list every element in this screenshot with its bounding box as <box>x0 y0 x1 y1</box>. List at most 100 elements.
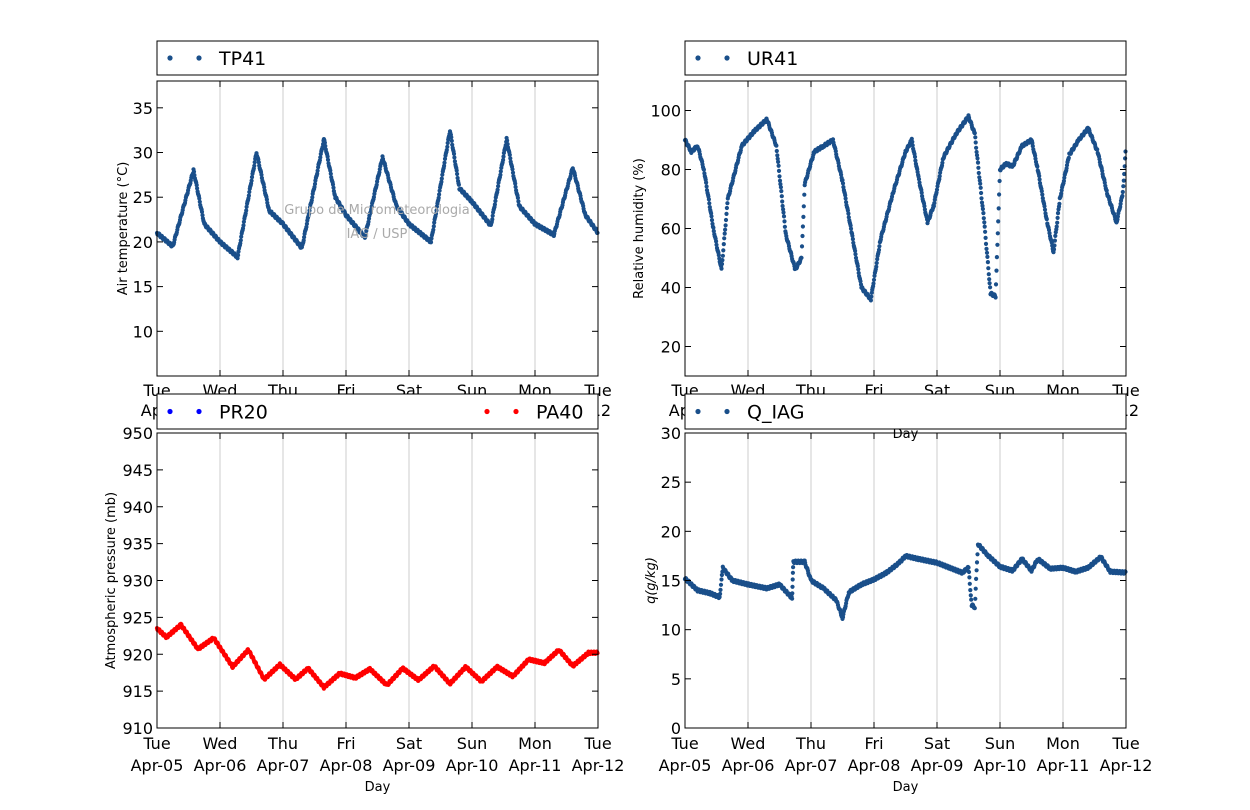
data-point <box>1104 188 1109 193</box>
legend-marker <box>724 408 730 415</box>
data-point <box>1066 155 1071 160</box>
data-point <box>977 178 982 183</box>
data-point <box>848 223 853 228</box>
data-point <box>799 244 805 249</box>
data-point <box>331 185 336 190</box>
data-point <box>721 242 726 247</box>
data-point <box>723 227 728 232</box>
data-point <box>987 281 992 286</box>
data-point <box>717 594 722 600</box>
data-point <box>363 232 368 237</box>
data-point <box>449 138 454 143</box>
data-point <box>967 581 972 586</box>
data-point <box>934 187 940 192</box>
xtick-label: Tue <box>1111 734 1139 753</box>
data-point <box>973 135 978 140</box>
y-axis-title: Atmospheric pressure (mb) <box>104 492 119 669</box>
legend: PR20 PA40 <box>156 393 599 430</box>
humidity-panel: 20406080100TueApr-WedThuFriSatSunMonTue-… <box>632 40 1140 442</box>
legend: UR41 <box>684 40 1127 76</box>
legend-label: PR20 <box>219 402 268 424</box>
data-point <box>236 249 241 254</box>
ytick-label: 940 <box>122 498 153 517</box>
data-point <box>325 157 331 162</box>
xtick-date-label: Apr-06 <box>722 756 775 775</box>
data-point <box>515 195 521 200</box>
data-point <box>779 194 784 199</box>
data-point <box>997 178 1002 184</box>
data-point <box>451 151 457 156</box>
series-Q_IAG <box>682 542 1128 622</box>
data-point <box>1037 177 1042 182</box>
ytick-label: 25 <box>661 473 681 492</box>
data-point <box>330 182 336 187</box>
data-point <box>501 157 506 163</box>
data-point <box>868 298 874 303</box>
plot-frame <box>156 80 599 377</box>
xtick-label: Tue <box>583 734 611 753</box>
data-point <box>840 181 846 186</box>
data-point <box>249 175 255 180</box>
data-point <box>1121 184 1126 189</box>
data-point <box>247 189 252 195</box>
specific-humidity-points <box>682 433 1128 728</box>
data-point <box>714 242 719 247</box>
data-point <box>972 131 977 136</box>
data-point <box>428 240 434 245</box>
data-point <box>853 252 858 257</box>
ytick-label: 30 <box>661 424 681 443</box>
data-point <box>1054 224 1059 229</box>
data-point <box>993 282 999 287</box>
ytick-label: 930 <box>122 572 153 591</box>
legend-label: PA40 <box>536 402 583 424</box>
xtick-label: Sat <box>924 734 950 753</box>
data-point <box>969 597 974 602</box>
data-point <box>981 216 986 221</box>
data-point <box>701 167 707 172</box>
data-point <box>979 196 984 201</box>
data-point <box>449 135 454 140</box>
pressure-axes: 910 915 920 925 930 935 940 945 950 Tue Apr-05 Wed A… <box>104 424 624 795</box>
xtick-date-label: Apr-10 <box>974 756 1027 775</box>
data-point <box>790 596 795 601</box>
legend-marker <box>695 408 701 415</box>
data-point <box>310 195 315 200</box>
legend-marker <box>695 55 701 61</box>
xtick-label: Fri <box>864 734 883 753</box>
data-point <box>307 208 312 213</box>
data-point <box>775 156 780 161</box>
data-point <box>982 224 987 229</box>
legend-marker <box>167 55 173 61</box>
data-point <box>843 193 848 198</box>
xtick-date-label: Apr-11 <box>509 756 562 775</box>
y-axis-title: Relative humidity (%) <box>632 158 647 299</box>
xtick-date-label: Apr-09 <box>911 756 964 775</box>
legend-marker <box>196 408 202 415</box>
data-point <box>717 256 722 261</box>
data-point <box>1052 238 1057 243</box>
data-point <box>775 153 780 158</box>
data-point <box>1121 178 1126 183</box>
data-point <box>454 168 459 173</box>
data-point <box>1095 147 1100 152</box>
xtick-date-label: Apr-09 <box>383 756 436 775</box>
data-point <box>724 205 730 211</box>
data-point <box>967 575 972 580</box>
data-point <box>1097 157 1102 162</box>
data-point <box>846 215 851 220</box>
data-point <box>1064 166 1069 171</box>
data-point <box>1123 156 1128 161</box>
ytick-label: 15 <box>661 572 681 591</box>
data-point <box>801 214 806 219</box>
data-point <box>856 267 861 272</box>
data-point <box>1039 189 1044 194</box>
data-point <box>312 181 318 187</box>
data-point <box>304 224 309 230</box>
data-point <box>241 219 246 224</box>
data-point <box>777 178 783 183</box>
data-point <box>490 213 495 218</box>
data-point <box>982 220 987 225</box>
data-point <box>774 148 779 154</box>
data-point <box>437 192 442 197</box>
data-point <box>315 168 320 173</box>
